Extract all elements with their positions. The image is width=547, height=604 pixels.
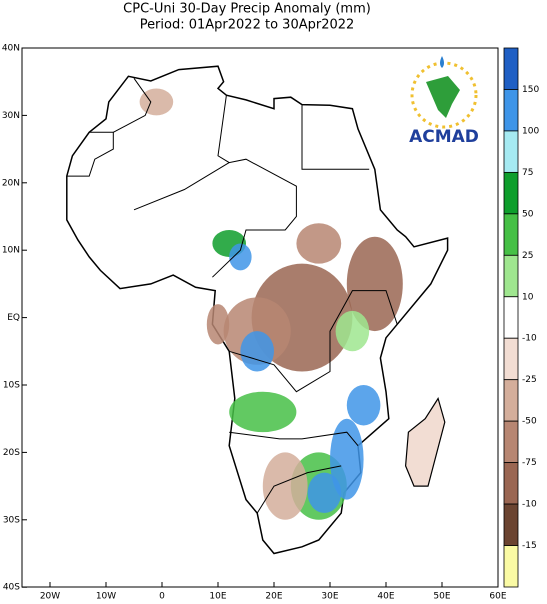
colorbar-swatch [503, 545, 519, 588]
colorbar-label: -15 [522, 541, 537, 551]
logo-drop [440, 56, 444, 68]
anomaly-area [206, 304, 230, 345]
lat-label: 40S [3, 583, 20, 593]
border [229, 431, 359, 447]
colorbar-label: 75 [522, 168, 533, 178]
colorbar-label: -10 [522, 334, 537, 344]
lon-label: 50E [433, 592, 450, 601]
anomaly-area [307, 472, 342, 514]
logo-ring [410, 61, 478, 129]
lat-label: 30N [2, 111, 20, 121]
lon-label: 30E [321, 592, 338, 601]
lon-label: 40E [377, 592, 394, 601]
colorbar-label: 10 [522, 292, 534, 302]
border [212, 95, 297, 278]
anomaly-area [262, 452, 308, 520]
lat-label: 10N [2, 246, 20, 256]
colorbar-label: -50 [522, 417, 537, 427]
colorbar-swatch [503, 130, 519, 173]
subtitle: Period: 01Apr2022 to 30Apr2022 [140, 18, 355, 33]
colorbar-label: 50 [522, 209, 534, 219]
colorbar-label: 25 [522, 251, 533, 261]
colorbar-swatch [503, 47, 519, 90]
anomaly-area [330, 418, 364, 500]
anomaly-area [346, 236, 403, 332]
madagascar [404, 397, 446, 487]
anomaly-area [335, 310, 370, 352]
colorbar: 150 100 75 50 25 10 -10 -25 -50 -75 -10 -15 [503, 47, 539, 588]
anomaly-area [223, 297, 291, 365]
colorbar-swatch [503, 379, 519, 422]
border [301, 104, 370, 170]
logo-text: ACMAD [409, 127, 479, 147]
colorbar-swatch [503, 420, 519, 464]
border [66, 131, 114, 177]
colorbar-swatch [503, 213, 519, 256]
lon-label: 0 [159, 592, 165, 601]
anomaly-area [296, 223, 342, 264]
lat-label: EQ [7, 313, 20, 323]
anomaly-area [229, 391, 297, 433]
colorbar-swatch [503, 296, 519, 339]
lon-label: 10E [209, 592, 226, 601]
anomaly-area [346, 385, 381, 426]
logo: ACMAD [409, 56, 479, 147]
lat-label: 10S [3, 381, 20, 391]
axes: 40N 30N 20N 10N EQ 10S 20S 30S 40S 20W 10W 0 10E 20E 3… [2, 44, 507, 602]
logo-africa [426, 76, 460, 118]
colorbar-swatch [503, 89, 519, 132]
colorbar-swatch [503, 171, 519, 215]
colorbar-swatch [503, 503, 519, 546]
colorbar-label: -25 [522, 375, 537, 385]
lat-label: 20S [3, 448, 20, 458]
lon-label: 20E [265, 592, 282, 601]
anomaly-area [229, 243, 252, 271]
lon-label: 10W [96, 592, 116, 601]
lat-label: 20N [2, 178, 20, 188]
colorbar-label: 100 [522, 126, 539, 136]
colorbar-label: -10 [522, 500, 537, 510]
colorbar-swatch [503, 337, 519, 381]
border [113, 78, 152, 133]
anomaly-area [240, 331, 274, 372]
land [66, 65, 449, 555]
colorbar-swatch [503, 254, 519, 298]
border [256, 465, 342, 514]
colorbar-swatch [503, 462, 519, 505]
lat-label: 40N [2, 44, 20, 54]
lon-label: 60E [489, 592, 506, 601]
border [133, 162, 230, 211]
border [229, 290, 398, 393]
title: CPC-Uni 30-Day Precip Anomaly (mm) [123, 2, 371, 17]
colorbar-label: -75 [522, 458, 537, 468]
colorbar-label: 150 [522, 85, 539, 95]
lat-label: 30S [3, 515, 20, 525]
lon-label: 20W [40, 592, 60, 601]
